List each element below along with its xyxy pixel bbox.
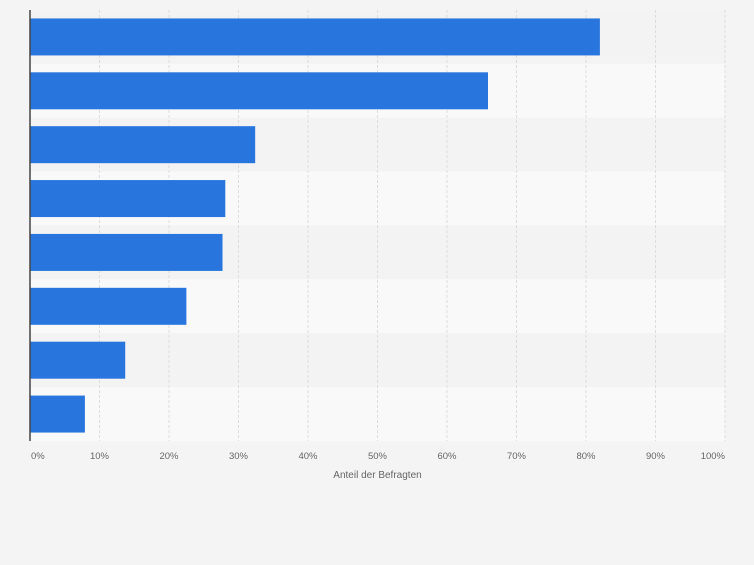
x-tick-label: 30% (229, 451, 249, 462)
x-tick-label: 70% (507, 451, 527, 462)
x-tick-label: 20% (159, 451, 179, 462)
x-tick-label: 60% (437, 451, 457, 462)
bar (30, 126, 256, 164)
bars (30, 18, 600, 433)
x-tick-label: 90% (646, 451, 666, 462)
bar (30, 18, 600, 56)
x-tick-label: 10% (90, 451, 110, 462)
bar (30, 395, 85, 433)
x-tick-label: 0% (31, 451, 45, 462)
bar (30, 233, 223, 271)
x-axis-title: Anteil der Befragten (333, 470, 421, 481)
x-tick-label: 80% (576, 451, 596, 462)
x-tick-label: 100% (701, 451, 726, 462)
bar (30, 341, 126, 379)
bar (30, 180, 226, 218)
bar (30, 287, 187, 325)
x-tick-label: 50% (368, 451, 388, 462)
x-tick-labels: 0% 10% 20% 30% 40% 50% 60% 70% 80% 90% 100% (31, 451, 726, 462)
x-tick-label: 40% (298, 451, 318, 462)
bar (30, 72, 489, 110)
